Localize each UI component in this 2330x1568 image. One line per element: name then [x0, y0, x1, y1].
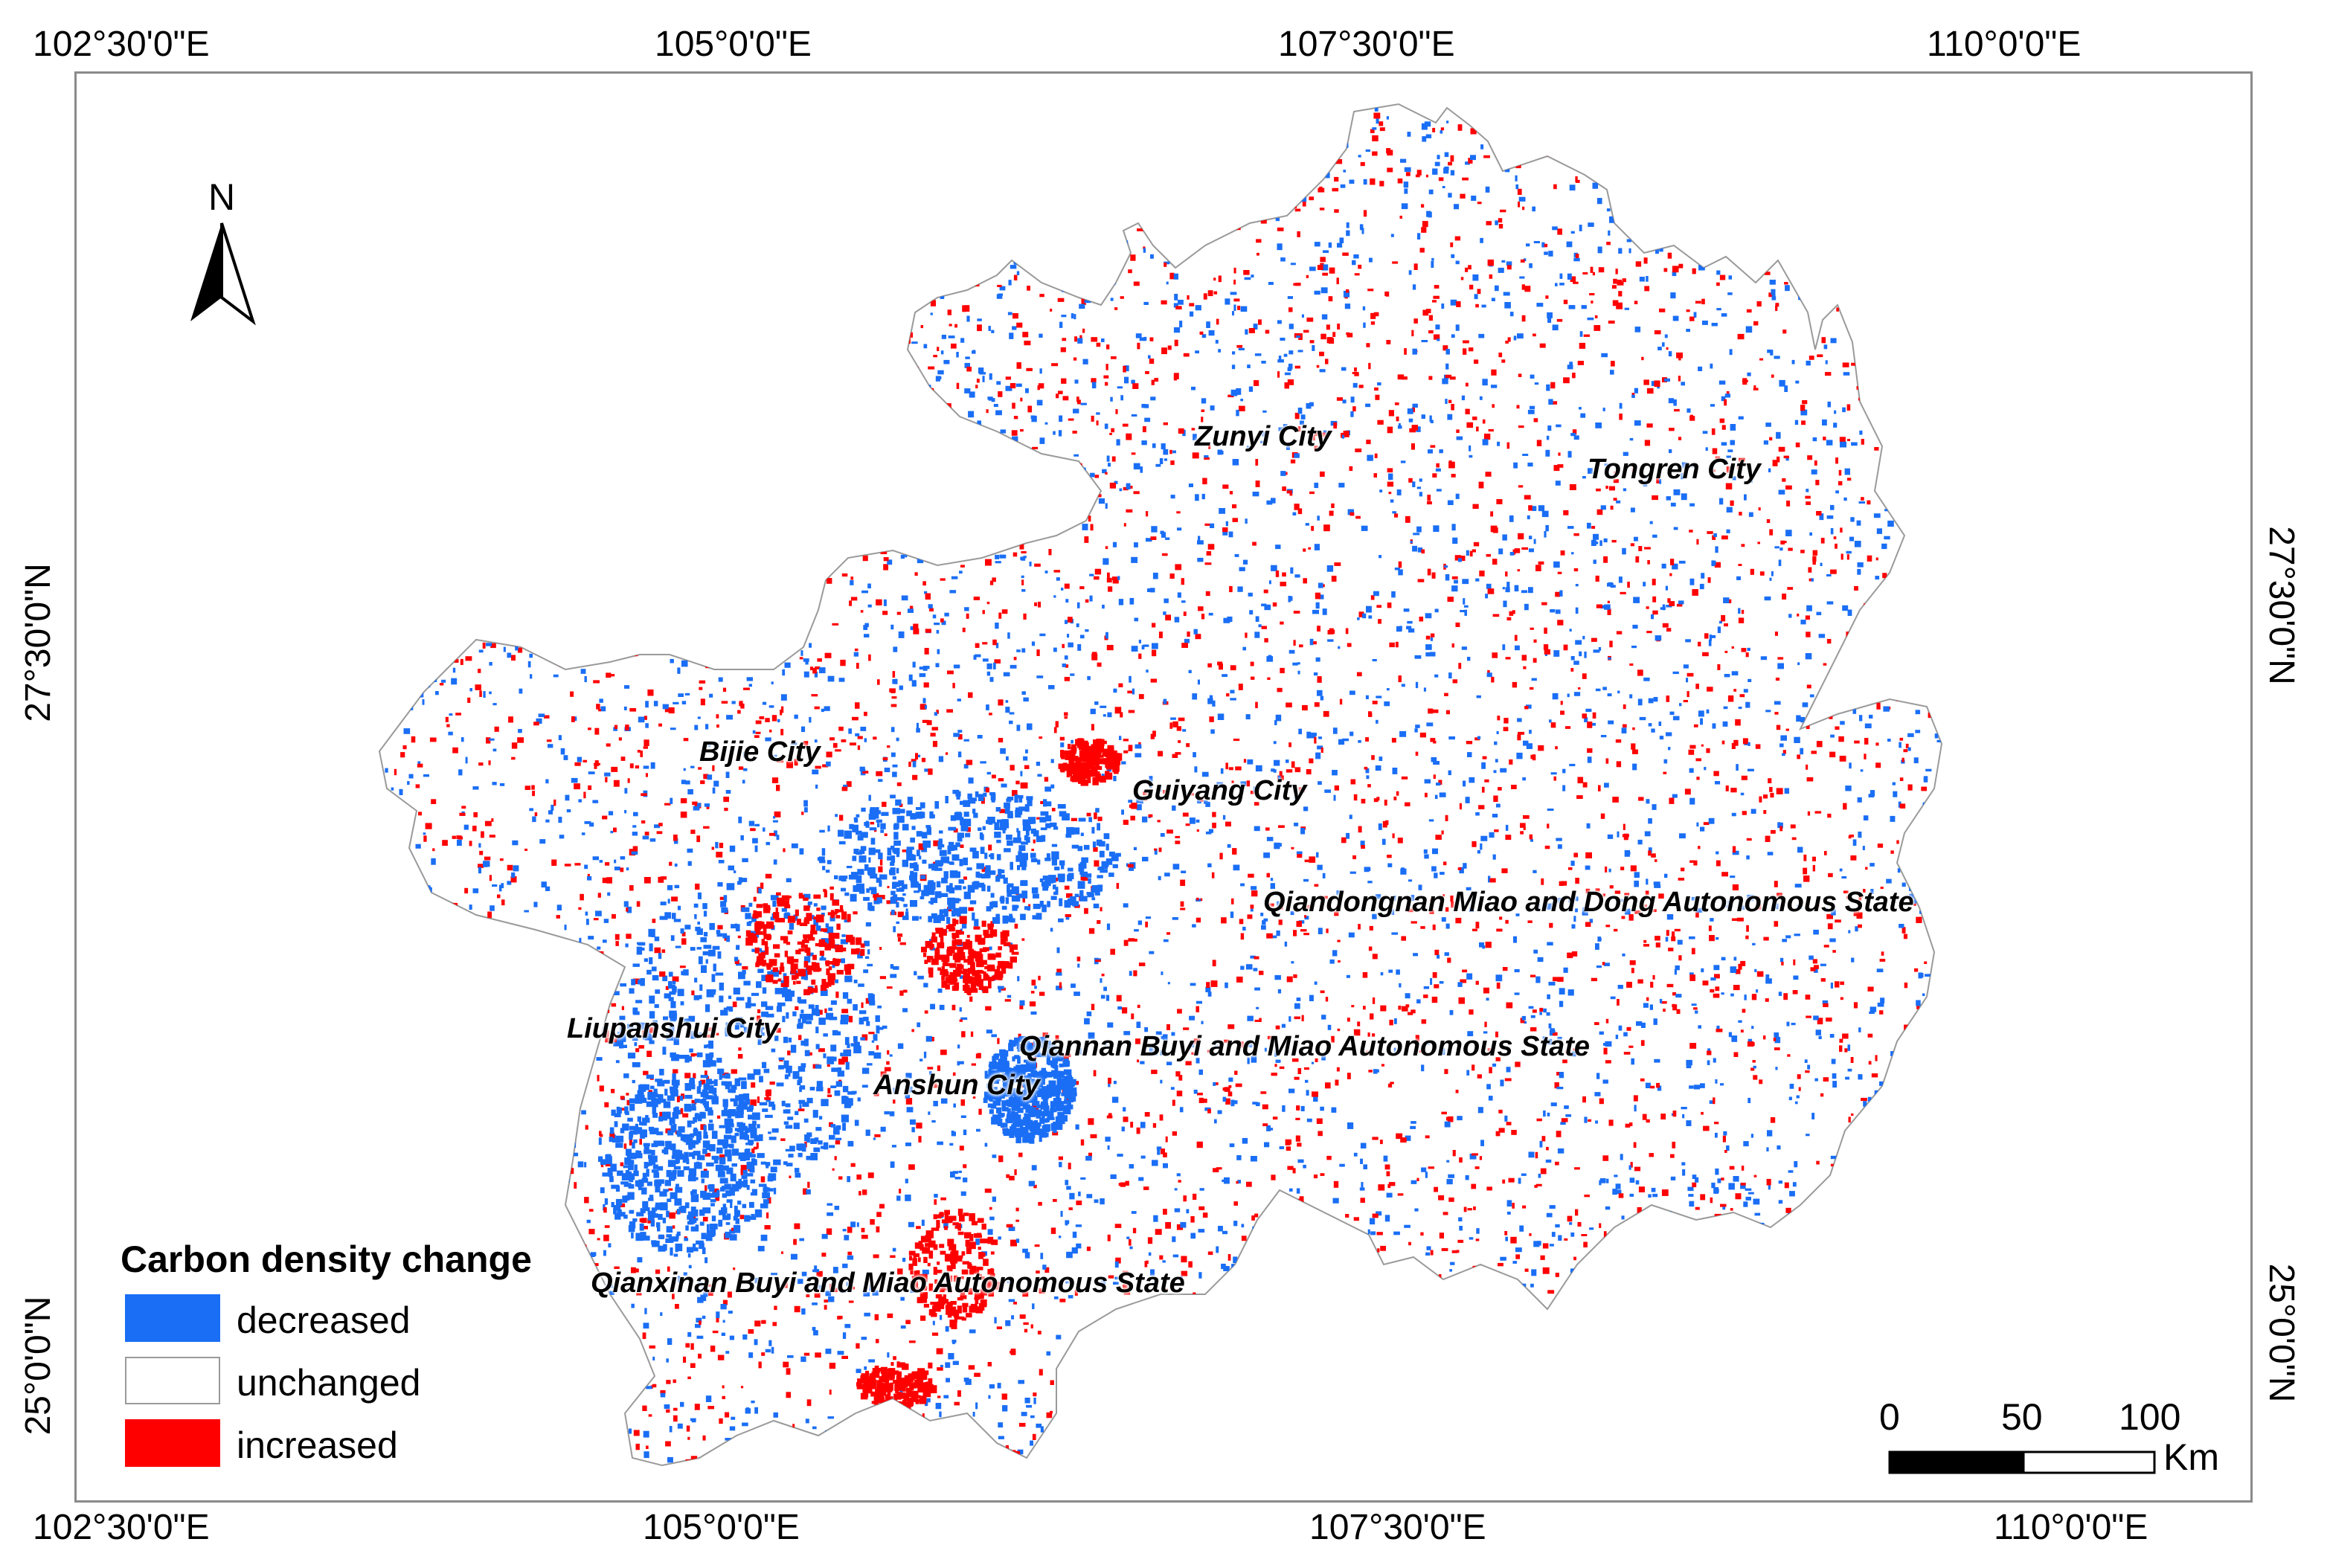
- region-label-bijie: Bijie City: [699, 736, 821, 768]
- legend-swatch-increased: [125, 1419, 220, 1467]
- region-label-qiandongnan: Qiandongnan Miao and Dong Autonomous Sta…: [1263, 887, 1914, 918]
- coord-top-4: 110°0'0"E: [1927, 25, 2082, 64]
- region-label-zunyi: Zunyi City: [1195, 421, 1332, 452]
- region-label-qiannan: Qiannan Buyi and Miao Autonomous State: [1019, 1031, 1591, 1062]
- coord-bottom-1: 102°30'0"E: [33, 1508, 210, 1547]
- region-label-tongren: Tongren City: [1588, 454, 1761, 485]
- legend-label-decreased: decreased: [237, 1299, 411, 1341]
- region-label-liupanshui: Liupanshui City: [567, 1013, 779, 1044]
- north-label: N: [208, 176, 235, 218]
- legend-swatch-decreased: [125, 1294, 220, 1342]
- coord-top-1: 102°30'0"E: [33, 25, 210, 64]
- scale-unit: Km: [2163, 1436, 2219, 1478]
- scale-tick-50: 50: [2001, 1396, 2043, 1438]
- region-label-anshun: Anshun City: [873, 1070, 1040, 1101]
- region-label-guiyang: Guiyang City: [1132, 775, 1307, 806]
- scale-bar: [1888, 1450, 2156, 1474]
- coord-top-2: 105°0'0"E: [655, 25, 812, 64]
- region-label-qianxinan: Qianxinan Buyi and Miao Autonomous State: [591, 1267, 1185, 1299]
- scale-tick-0: 0: [1879, 1396, 1900, 1438]
- legend-label-increased: increased: [237, 1424, 398, 1466]
- legend-swatch-unchanged: [125, 1357, 220, 1404]
- coord-bottom-3: 107°30'0"E: [1309, 1508, 1486, 1547]
- legend-label-unchanged: unchanged: [237, 1362, 421, 1404]
- scale-tick-100: 100: [2119, 1396, 2181, 1438]
- coord-top-3: 107°30'0"E: [1278, 25, 1455, 64]
- coord-bottom-4: 110°0'0"E: [1994, 1508, 2148, 1547]
- legend-title: Carbon density change: [121, 1238, 532, 1280]
- coord-bottom-2: 105°0'0"E: [643, 1508, 800, 1547]
- north-arrow-icon: [190, 222, 256, 326]
- map-frame: [74, 71, 2253, 1503]
